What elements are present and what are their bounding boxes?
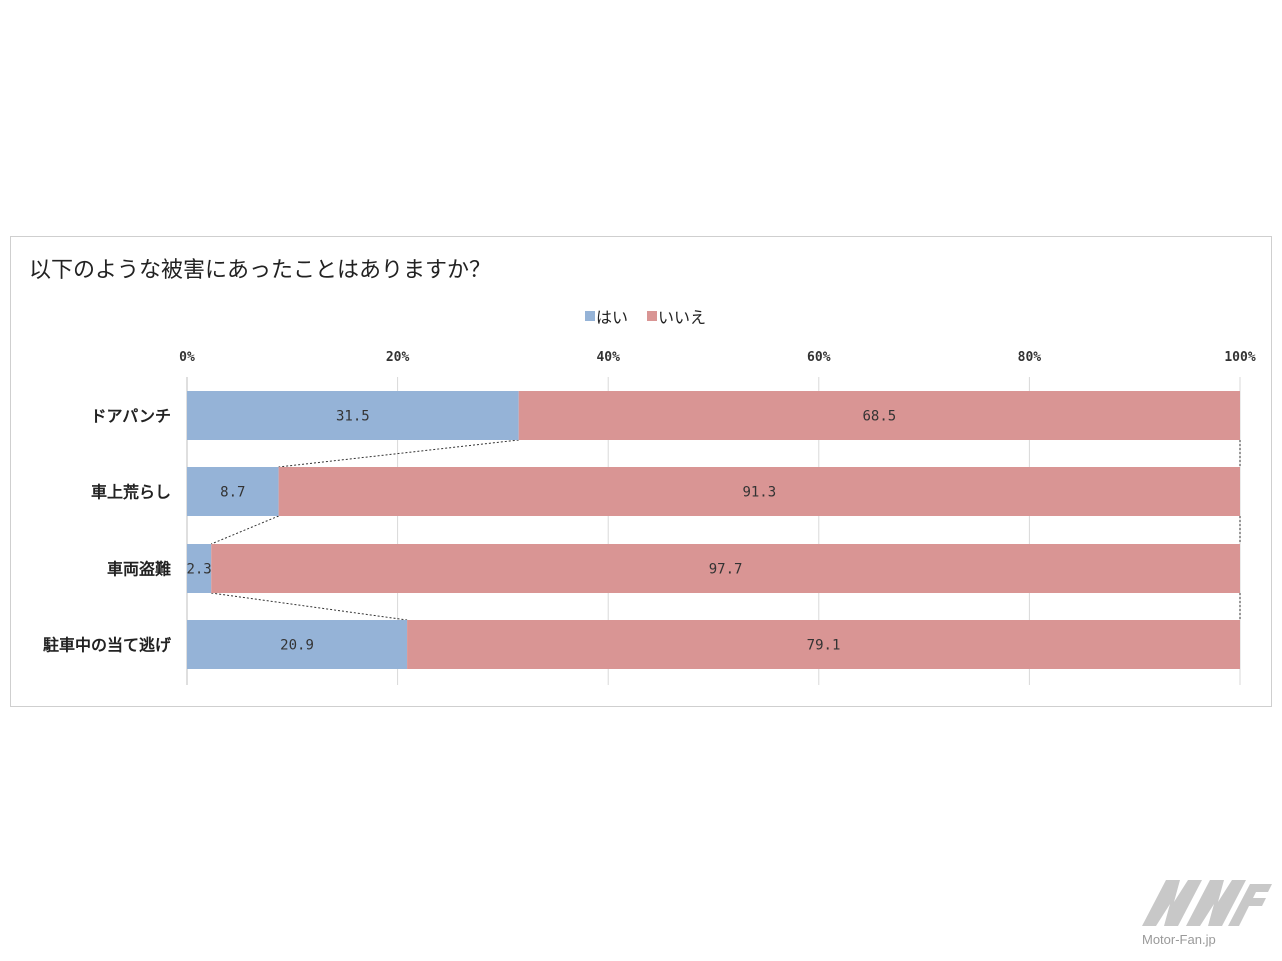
series-lines: [211, 439, 1241, 621]
chart-title: 以下のような被害にあったことはありますか？: [29, 258, 491, 283]
motor-fan-logo: Motor-Fan.jp: [1142, 880, 1272, 947]
legend-swatch-no: [647, 311, 657, 321]
mf-logo-mark: [1142, 880, 1272, 926]
data-label-no-3: 79.1: [807, 638, 841, 654]
x-tick-label-3: 60%: [807, 350, 831, 365]
bar-no-1: [278, 467, 1241, 516]
series-line-yes-2: [211, 592, 408, 621]
data-label-yes-3: 20.9: [280, 638, 314, 654]
bar-no-2: [211, 544, 1240, 593]
data-label-yes-2: 2.3: [186, 562, 211, 578]
data-label-no-2: 97.7: [709, 562, 743, 578]
x-tick-label-4: 80%: [1018, 350, 1042, 365]
bar-yes-2: [187, 544, 212, 593]
bar-no-3: [407, 620, 1240, 669]
legend: はい いいえ: [585, 308, 706, 327]
data-label-yes-1: 8.7: [220, 485, 245, 501]
bars: [187, 391, 1241, 669]
category-label-1: 車上荒らし: [91, 483, 171, 502]
category-label-3: 駐車中の当て逃げ: [43, 636, 172, 655]
legend-swatch-yes: [585, 311, 595, 321]
category-label-2: 車両盗難: [107, 560, 171, 579]
data-labels: 31.5 68.5 8.7 91.3 2.3 97.7 20.9 79.1: [186, 409, 896, 654]
x-axis-ticks: 0% 20% 40% 60% 80% 100%: [179, 350, 1256, 365]
x-tick-label-5: 100%: [1224, 350, 1255, 365]
stacked-bar-chart: 以下のような被害にあったことはありますか？ はい いいえ 0% 20% 40% 60%…: [29, 258, 1256, 685]
bar-yes-1: [187, 467, 279, 516]
series-line-yes-0: [278, 439, 519, 468]
bar-yes-0: [187, 391, 519, 440]
series-line-yes-1: [211, 515, 279, 545]
watermark-text: Motor-Fan.jp: [1142, 932, 1216, 947]
legend-label-yes: はい: [596, 308, 628, 327]
chart-frame: 以下のような被害にあったことはありますか？ はい いいえ 0% 20% 40% 60%…: [10, 236, 1272, 707]
legend-label-no: いいえ: [658, 308, 706, 327]
bar-no-0: [518, 391, 1240, 440]
data-label-no-0: 68.5: [862, 409, 896, 425]
x-tick-label-2: 40%: [596, 350, 620, 365]
category-label-0: ドアパンチ: [91, 407, 171, 426]
data-label-no-1: 91.3: [742, 485, 776, 501]
bar-yes-3: [187, 620, 408, 669]
data-label-yes-0: 31.5: [336, 409, 370, 425]
x-tick-label-1: 20%: [386, 350, 410, 365]
x-tick-label-0: 0%: [179, 350, 195, 365]
